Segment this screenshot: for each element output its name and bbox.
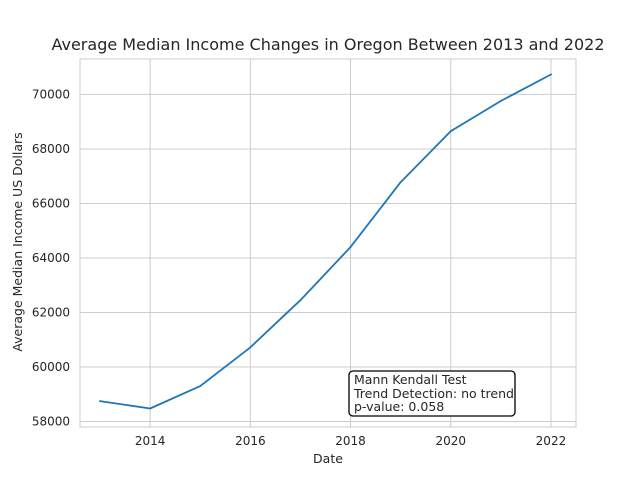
annotation-line-2: Trend Detection: no trend bbox=[353, 386, 514, 401]
plot-frame bbox=[79, 58, 577, 428]
data-point bbox=[499, 100, 502, 102]
data-point bbox=[99, 400, 101, 403]
series-line bbox=[99, 73, 552, 410]
y-tick-label: 62000 bbox=[32, 306, 70, 320]
x-tick-label: 2014 bbox=[135, 434, 166, 448]
y-tick-label: 66000 bbox=[32, 196, 70, 210]
data-point bbox=[449, 130, 452, 133]
grid-lines bbox=[80, 59, 576, 427]
y-tick-labels: 58000 60000 62000 64000 66000 68000 70000 bbox=[32, 87, 70, 428]
y-tick-label: 58000 bbox=[32, 415, 70, 429]
annotation-frame bbox=[348, 370, 516, 417]
data-point bbox=[550, 73, 552, 76]
y-axis-label: Average Median Income US Dollars bbox=[10, 132, 25, 351]
annotation-line-1: Mann Kendall Test bbox=[354, 372, 467, 387]
x-tick-label: 2016 bbox=[235, 434, 266, 448]
data-point bbox=[149, 407, 152, 410]
y-tick-label: 68000 bbox=[32, 142, 70, 156]
data-point bbox=[299, 299, 302, 302]
data-point bbox=[349, 246, 352, 248]
x-tick-label: 2022 bbox=[536, 434, 567, 448]
chart-title: Average Median Income Changes in Oregon … bbox=[51, 35, 604, 54]
data-point bbox=[249, 346, 252, 349]
series-layer bbox=[99, 73, 552, 410]
annotation-line-3: p-value: 0.058 bbox=[354, 399, 444, 414]
x-axis-label: Date bbox=[313, 451, 343, 466]
x-tick-label: 2018 bbox=[335, 434, 366, 448]
y-tick-label: 70000 bbox=[32, 87, 70, 101]
x-tick-label: 2020 bbox=[435, 434, 466, 448]
y-tick-label: 60000 bbox=[32, 360, 70, 374]
x-tick-labels: 2014 2016 2018 2020 2022 bbox=[135, 434, 566, 448]
data-point bbox=[199, 385, 202, 388]
data-point bbox=[399, 181, 402, 184]
y-tick-label: 64000 bbox=[32, 251, 70, 265]
annotation-box: Mann Kendall Test Trend Detection: no tr… bbox=[348, 370, 516, 417]
